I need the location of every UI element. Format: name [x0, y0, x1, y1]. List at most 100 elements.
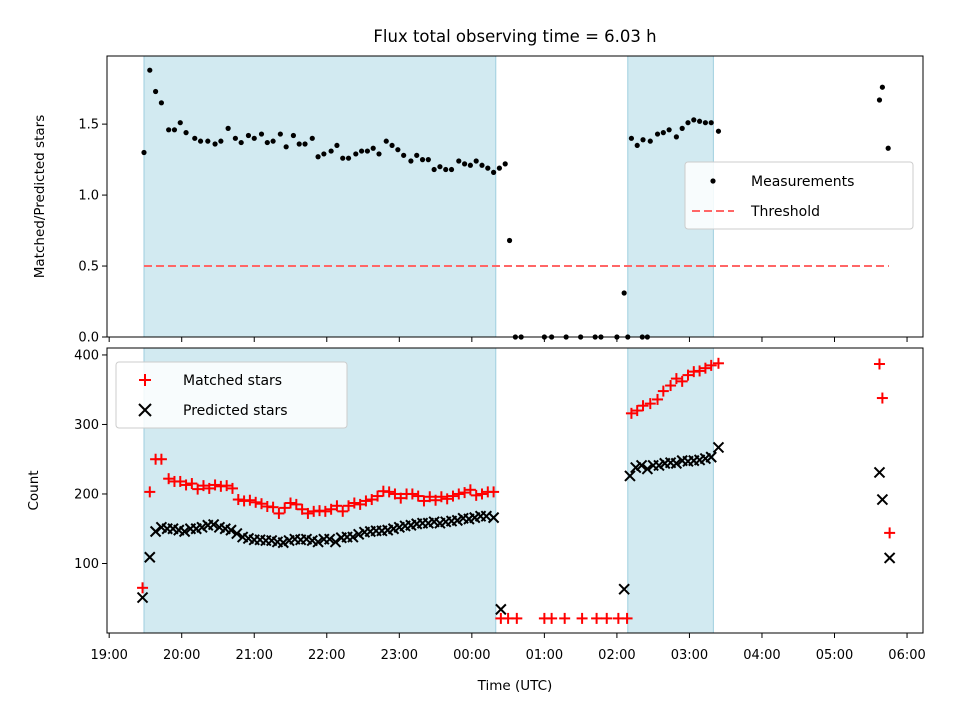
matched-star-point: [601, 612, 613, 624]
legend-predicted-label: Predicted stars: [183, 403, 288, 419]
legend-matched-label: Matched stars: [183, 373, 282, 389]
matched-star-point: [873, 358, 885, 370]
measurement-point: [192, 135, 198, 141]
predicted-star-point: [178, 525, 191, 538]
matched-star-point: [464, 484, 476, 496]
shaded-window-0: [143, 56, 496, 337]
ratio-y-ticks: 0.0 0.5 1.0 1.5: [78, 118, 107, 346]
matched-star-point: [447, 490, 459, 502]
x-tick-label: 04:00: [743, 648, 780, 663]
y-tick-label: 200: [74, 487, 99, 502]
measurement-point: [251, 135, 257, 141]
measurement-point: [245, 132, 252, 139]
measurement-point: [205, 138, 211, 144]
y-tick-label: 0.5: [78, 260, 99, 275]
matched-star-point: [435, 491, 447, 503]
matched-star-point: [203, 482, 215, 494]
matched-star-point: [644, 398, 656, 410]
matched-star-point: [163, 473, 175, 485]
measurement-point: [666, 127, 672, 133]
measurement-point: [443, 166, 449, 173]
measurement-point: [183, 130, 189, 136]
measurement-point: [879, 84, 885, 90]
matched-star-point: [418, 495, 430, 507]
count-y-axis-label: Count: [26, 470, 42, 510]
measurement-point: [141, 149, 147, 156]
predicted-star-point: [641, 463, 654, 475]
matched-star-point: [559, 612, 571, 624]
measurement-point: [885, 145, 891, 151]
x-tick-labels: 19:00 20:00 21:00 22:00 23:00 00:00 01:00 02:00…: [90, 648, 925, 663]
measurement-point: [238, 139, 244, 146]
measurement-point: [702, 120, 709, 126]
x-tick-label: 01:00: [526, 648, 563, 663]
ratio-panel: 0.0 0.5 1.0 1.5 Matched/Predicted stars Mea…: [32, 55, 924, 346]
matched-star-point: [476, 488, 488, 500]
predicted-star-point: [144, 551, 156, 563]
matched-star-point: [186, 478, 198, 490]
matched-star-point: [366, 494, 378, 506]
measurement-point: [473, 158, 479, 164]
predicted-star-point: [231, 527, 243, 540]
measurement-point: [358, 148, 365, 154]
measurement-point: [334, 142, 340, 149]
matched-star-point: [174, 475, 186, 487]
predicted-star-point: [712, 441, 725, 454]
matched-star-point: [470, 489, 482, 501]
measurement-point: [309, 135, 315, 141]
measurement-point: [408, 158, 414, 164]
count-panel: 100 200 300 400 Count Matched stars Predict…: [26, 347, 924, 638]
y-tick-label: 100: [74, 557, 99, 572]
x-tick-label: 05:00: [816, 648, 853, 663]
measurement-point: [383, 138, 389, 144]
measurement-point: [647, 138, 653, 144]
measurement-point: [448, 166, 455, 173]
matched-star-point: [343, 500, 355, 512]
matched-star-point: [325, 503, 337, 515]
matched-star-point: [383, 486, 395, 498]
matched-star-point: [652, 393, 664, 405]
measurement-point: [479, 162, 485, 168]
matched-star-point: [670, 373, 682, 385]
measurement-point: [634, 142, 640, 149]
measurement-point: [456, 158, 462, 164]
matched-star-point: [209, 479, 221, 491]
measurement-point: [225, 125, 231, 131]
observing-window-shading: [143, 56, 714, 337]
matched-star-point: [137, 582, 149, 594]
legend-matched-marker: [139, 374, 151, 386]
measurement-point: [660, 130, 666, 136]
measurement-point: [502, 161, 508, 167]
measurement-point: [212, 141, 218, 147]
measurement-point: [290, 132, 297, 139]
measurement-point: [158, 100, 164, 106]
measurement-point: [640, 137, 646, 143]
measurement-point: [218, 138, 224, 144]
matched-star-point: [546, 612, 558, 624]
matched-star-point: [631, 405, 643, 417]
matched-star-point: [244, 494, 256, 506]
shaded-window-1: [627, 348, 714, 633]
matched-star-point: [441, 493, 453, 505]
legend-predicted-marker: [138, 403, 152, 417]
measurement-point: [152, 88, 159, 95]
chart-title: Flux total observing time = 6.03 h: [373, 27, 656, 46]
measurement-point: [283, 144, 289, 150]
measurement-point: [691, 117, 697, 123]
measurement-point: [302, 141, 308, 147]
predicted-star-point: [618, 583, 630, 595]
measurement-point: [166, 127, 172, 133]
matched-star-point: [319, 505, 331, 517]
measurement-point: [232, 135, 238, 141]
matched-star-point: [424, 491, 436, 503]
predicted-star-point: [312, 536, 324, 548]
count-legend-box: [115, 361, 348, 429]
measurement-point: [370, 145, 376, 151]
matched-star-point: [699, 362, 711, 374]
measurement-points: [141, 67, 891, 340]
measurement-point: [147, 67, 153, 73]
matched-star-point: [676, 375, 688, 387]
matched-star-point: [625, 407, 637, 419]
matched-star-point: [682, 369, 694, 381]
predicted-star-point: [873, 466, 886, 479]
